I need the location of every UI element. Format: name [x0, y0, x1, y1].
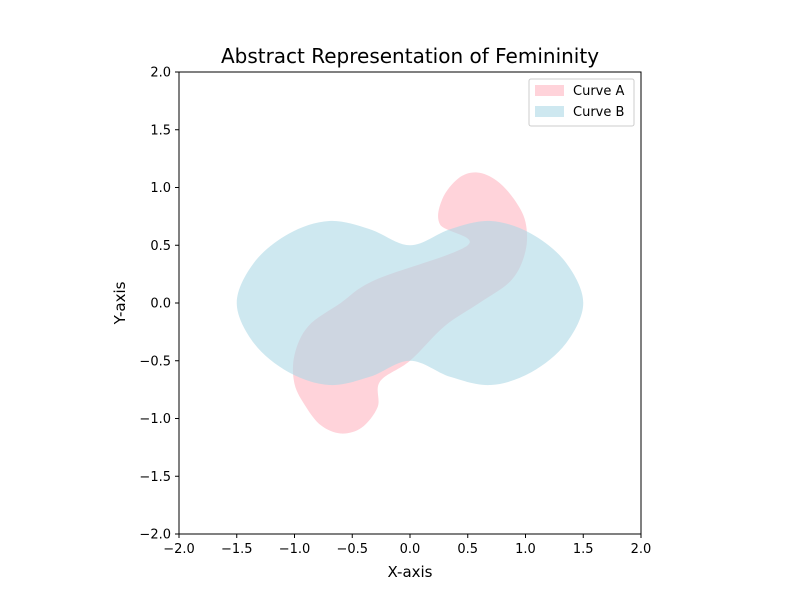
- legend-swatch-curve-b: [535, 106, 564, 117]
- x-tick-label: 1.0: [515, 542, 536, 557]
- legend: Curve A Curve B: [528, 78, 635, 127]
- y-tick-label: −1.0: [139, 412, 171, 427]
- series-area-curve-b: [236, 220, 584, 386]
- x-tick-label: 2.0: [631, 542, 652, 557]
- y-tick-label: 0.5: [150, 239, 171, 254]
- x-tick-label: −1.0: [279, 542, 311, 557]
- y-tick-label: −0.5: [139, 354, 171, 369]
- legend-swatch-curve-a: [535, 85, 564, 96]
- x-axis-ticks: −2.0 −1.5 −1.0 −0.5 0.0 0.5 1.0 1.5 2.0: [163, 534, 651, 557]
- x-tick-label: 1.5: [573, 542, 594, 557]
- legend-label-curve-b: Curve B: [573, 105, 624, 120]
- y-tick-label: 1.5: [150, 123, 171, 138]
- plot-area: [178, 71, 642, 535]
- chart-title: Abstract Representation of Femininity: [221, 44, 599, 68]
- x-tick-label: 0.5: [457, 542, 478, 557]
- y-tick-label: −1.5: [139, 470, 171, 485]
- series-layer: [236, 172, 584, 434]
- y-tick-label: 2.0: [150, 66, 171, 81]
- x-tick-label: −0.5: [336, 542, 368, 557]
- y-tick-label: −2.0: [139, 528, 171, 543]
- legend-label-curve-a: Curve A: [573, 84, 624, 99]
- x-tick-label: 0.0: [400, 542, 421, 557]
- y-tick-label: 0.0: [150, 297, 171, 312]
- x-axis-label: X-axis: [388, 563, 433, 581]
- y-tick-label: 1.0: [150, 181, 171, 196]
- y-axis-label: Y-axis: [111, 281, 129, 325]
- x-tick-label: −1.5: [221, 542, 253, 557]
- x-tick-label: −2.0: [163, 542, 195, 557]
- y-axis-ticks: −2.0 −1.5 −1.0 −0.5 0.0 0.5 1.0 1.5 2.0: [139, 66, 179, 543]
